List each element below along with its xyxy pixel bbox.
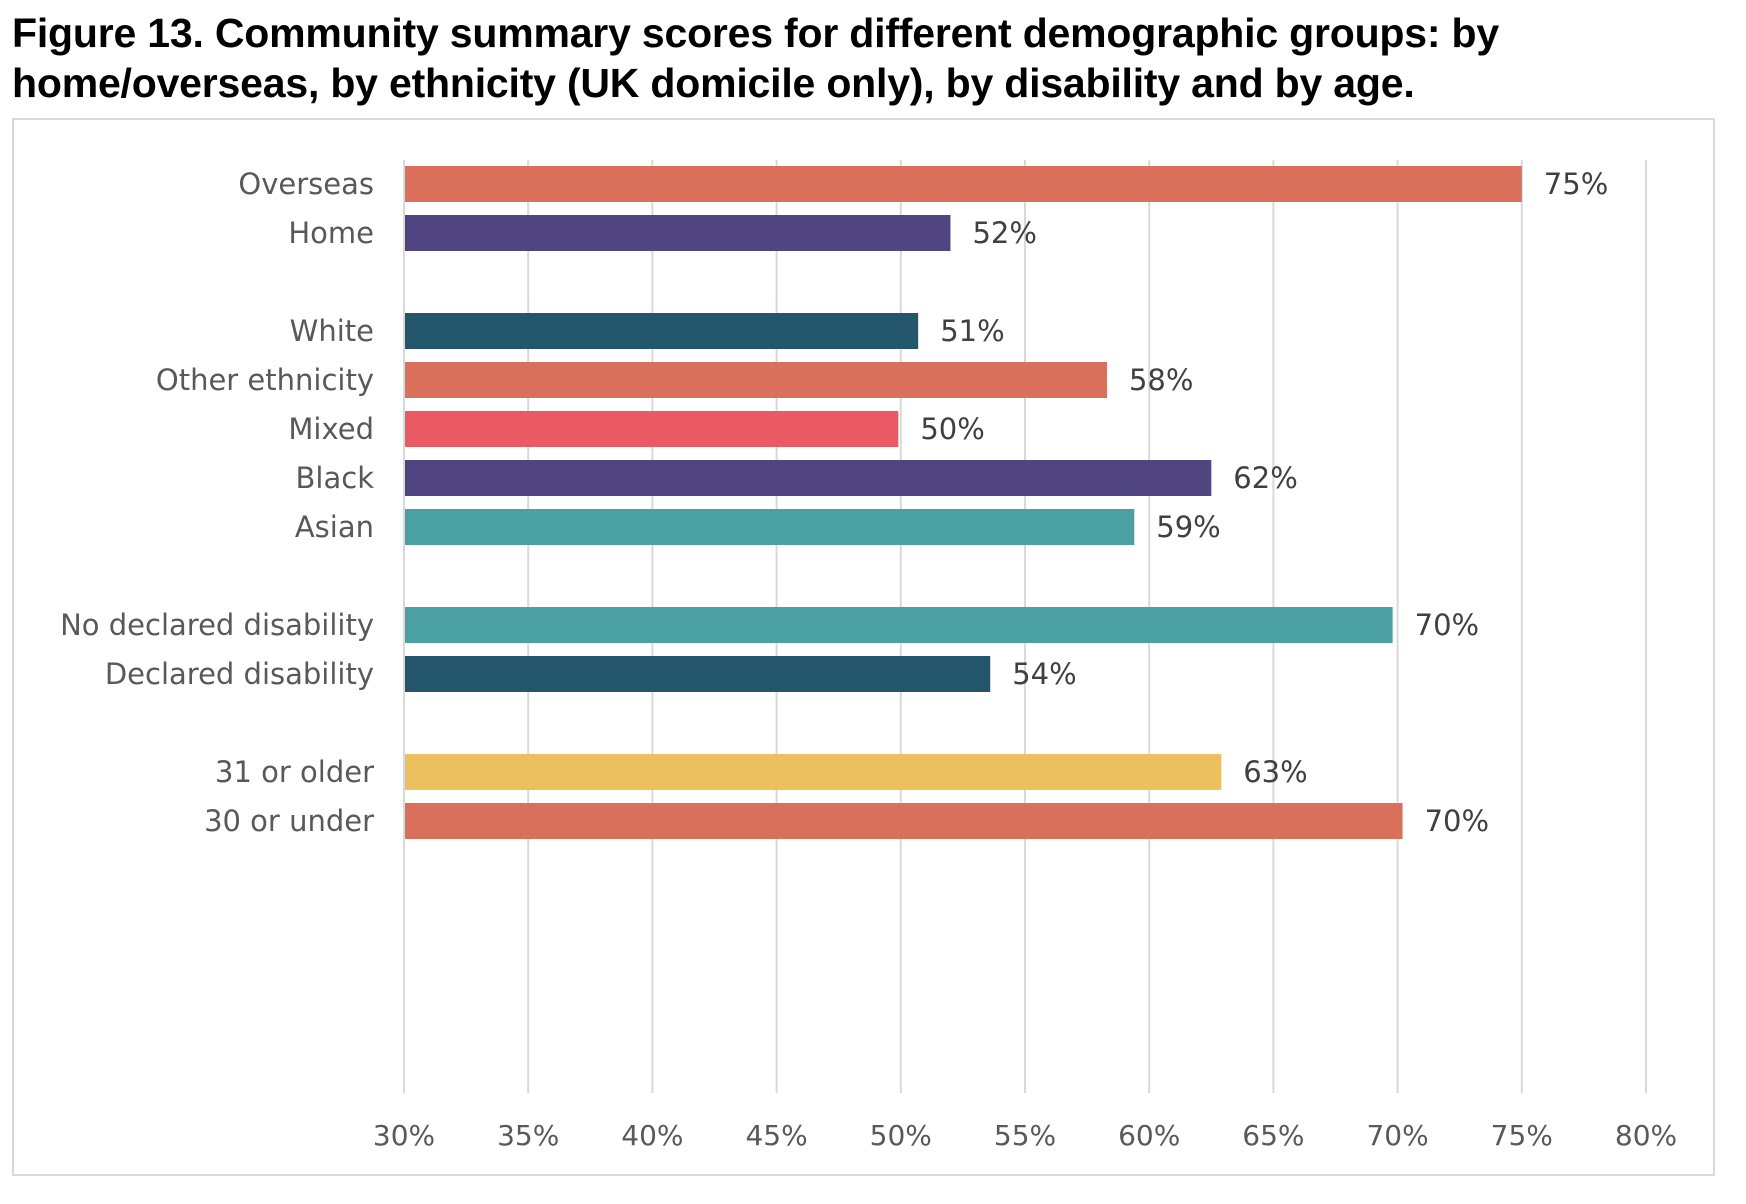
category-labels: Overseas Home White Other ethnicity Mixed Bla… (60, 167, 374, 838)
category-label: Black (296, 461, 375, 495)
bar (405, 166, 1522, 202)
x-tick-label: 70% (1366, 1119, 1428, 1152)
x-tick-label: 60% (1118, 1119, 1180, 1152)
category-label: Mixed (288, 412, 374, 446)
x-tick-label: 55% (994, 1119, 1056, 1152)
x-tick-label: 80% (1615, 1119, 1677, 1152)
bars (405, 166, 1522, 839)
category-label: Declared disability (105, 657, 374, 691)
x-tick-label: 75% (1491, 1119, 1553, 1152)
data-label: 50% (920, 412, 984, 446)
category-label: 31 or older (215, 755, 374, 789)
category-label: 30 or under (204, 804, 374, 838)
data-label: 75% (1544, 167, 1608, 201)
x-axis-ticks: 30% 35% 40% 45% 50% 55% 60% 65% 70% 75% 80% (373, 1119, 1677, 1152)
bar (405, 313, 919, 349)
bar (405, 803, 1403, 839)
category-label: Asian (295, 510, 374, 544)
bar (405, 215, 951, 251)
category-label: Home (288, 216, 374, 250)
bar (405, 607, 1393, 643)
data-label: 62% (1233, 461, 1297, 495)
chart-frame (12, 118, 1715, 1176)
data-label: 70% (1425, 804, 1489, 838)
data-label: 58% (1129, 363, 1193, 397)
category-label: No declared disability (60, 608, 374, 642)
bar (405, 509, 1135, 545)
figure-title: Figure 13. Community summary scores for … (12, 10, 1499, 106)
bar (405, 656, 991, 692)
data-label: 54% (1012, 657, 1076, 691)
data-label: 51% (940, 314, 1004, 348)
data-label: 63% (1243, 755, 1307, 789)
category-label: White (290, 314, 374, 348)
bar (405, 362, 1107, 398)
bar (405, 411, 899, 447)
x-tick-label: 45% (745, 1119, 807, 1152)
data-label: 59% (1156, 510, 1220, 544)
x-tick-label: 35% (497, 1119, 559, 1152)
category-label: Overseas (238, 167, 374, 201)
bar (405, 460, 1212, 496)
x-tick-label: 40% (621, 1119, 683, 1152)
bar (405, 754, 1222, 790)
data-label: 52% (972, 216, 1036, 250)
x-tick-label: 30% (373, 1119, 435, 1152)
data-label: 70% (1415, 608, 1479, 642)
x-tick-label: 65% (1242, 1119, 1304, 1152)
value-labels: 75% 52% 51% 58% 50% 62% 59% 70% 54% 63% 70% (920, 167, 1608, 838)
x-tick-label: 50% (870, 1119, 932, 1152)
category-label: Other ethnicity (156, 363, 374, 397)
